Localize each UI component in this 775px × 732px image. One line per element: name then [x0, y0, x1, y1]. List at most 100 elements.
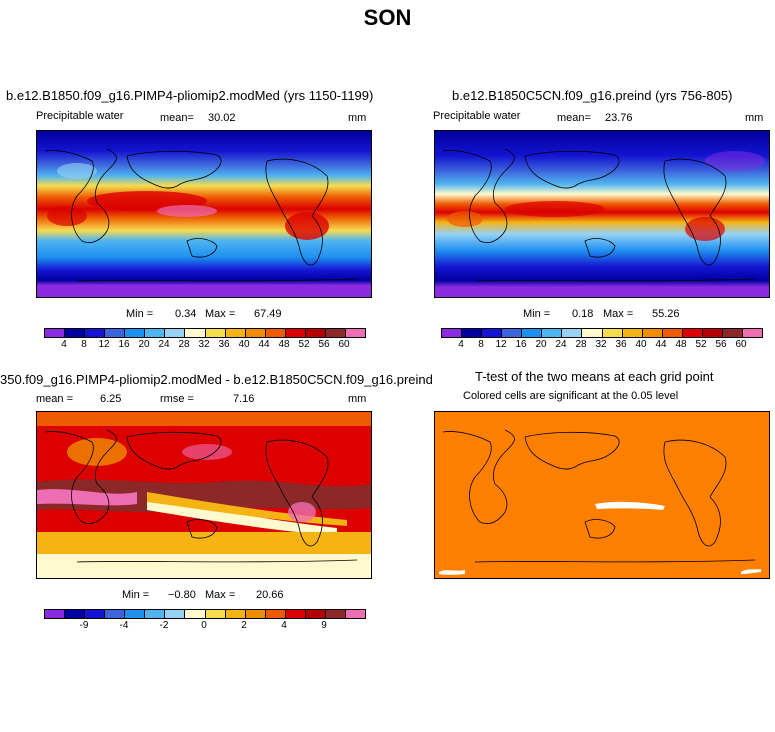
colorbar-swatch: [702, 329, 723, 337]
colorbar-tick-label: 28: [178, 339, 190, 350]
colorbar-swatch: [205, 610, 226, 618]
colorbar-swatch: [602, 329, 623, 337]
colorbar-swatch: [642, 329, 663, 337]
colorbar-tick-label: 40: [238, 339, 250, 350]
colorbar-tick-label: 56: [318, 339, 330, 350]
colorbar-tick-label: 20: [138, 339, 150, 350]
colorbar-tick-label: -2: [159, 620, 169, 631]
panel3-colorbar: [44, 609, 366, 619]
colorbar-tick-label: 48: [278, 339, 290, 350]
colorbar-swatch: [185, 610, 206, 618]
colorbar-swatch: [542, 329, 563, 337]
colorbar-swatch: [145, 329, 166, 337]
colorbar-swatch: [622, 329, 643, 337]
colorbar-tick-label: 20: [535, 339, 547, 350]
panel1-max-value: 67.49: [254, 308, 282, 320]
panel1-field-label: Precipitable water: [36, 110, 124, 122]
colorbar-tick-label: 8: [81, 339, 87, 350]
colorbar-swatch: [145, 610, 166, 618]
panel3-mean-value: 6.25: [100, 393, 122, 405]
colorbar-swatch: [522, 329, 543, 337]
panel2-max-value: 55.26: [652, 308, 680, 320]
panel2-min-label: Min =: [523, 308, 551, 320]
colorbar-tick-label: 24: [158, 339, 170, 350]
colorbar-tick-label: -4: [119, 620, 129, 631]
colorbar-tick-label: 60: [735, 339, 747, 350]
colorbar-tick-label: 16: [118, 339, 130, 350]
panel3-max-label: Max =: [205, 589, 236, 601]
colorbar-swatch: [325, 329, 346, 337]
colorbar-swatch: [125, 329, 146, 337]
colorbar-swatch: [662, 329, 683, 337]
panel2-colorbar-labels: 4 8 12 16 20 24 28 32 36 40 44 48 52 56 60: [441, 339, 761, 351]
colorbar-swatch: [105, 610, 126, 618]
colorbar-swatch: [345, 610, 365, 618]
panel1-max-label: Max =: [205, 308, 236, 320]
panel3-colorbar-labels: -9 -4 -2 0 2 4 9: [44, 620, 364, 632]
panel1-map: [36, 130, 372, 298]
colorbar-swatch: [285, 329, 306, 337]
panel2-units: mm: [745, 112, 764, 124]
colorbar-tick-label: 44: [655, 339, 667, 350]
colorbar-swatch: [442, 329, 463, 337]
panel4-subtitle: Colored cells are significant at the 0.0…: [463, 390, 679, 402]
panel3-rmse-value: 7.16: [233, 393, 255, 405]
panel1-mean-value: 30.02: [208, 112, 236, 124]
colorbar-swatch: [582, 329, 603, 337]
colorbar-swatch: [722, 329, 743, 337]
panel1-colorbar-labels: 4 8 12 16 20 24 28 32 36 40 44 48 52 56 60: [44, 339, 364, 351]
panel3-units: mm: [348, 393, 367, 405]
colorbar-tick-label: 56: [715, 339, 727, 350]
panel3-mean-label: mean =: [36, 393, 73, 405]
colorbar-tick-label: 0: [201, 620, 207, 631]
colorbar-tick-label: 4: [61, 339, 67, 350]
colorbar-swatch: [125, 610, 146, 618]
panel3-title: 350.f09_g16.PIMP4-pliomip2.modMed - b.e1…: [0, 372, 433, 387]
panel1-min-value: 0.34: [175, 308, 197, 320]
colorbar-swatch: [185, 329, 206, 337]
panel2-title: b.e12.B1850C5CN.f09_g16.preind (yrs 756-…: [452, 88, 733, 103]
panel3-map: [36, 411, 372, 579]
colorbar-tick-label: 24: [555, 339, 567, 350]
colorbar-swatch: [562, 329, 583, 337]
colorbar-tick-label: 4: [458, 339, 464, 350]
colorbar-swatch: [165, 329, 186, 337]
colorbar-tick-label: 52: [298, 339, 310, 350]
colorbar-swatch: [165, 610, 186, 618]
colorbar-swatch: [205, 329, 226, 337]
colorbar-tick-label: -9: [79, 620, 89, 631]
colorbar-tick-label: 9: [321, 620, 327, 631]
colorbar-swatch: [482, 329, 503, 337]
panel4-map: [434, 411, 770, 579]
panel2-field-label: Precipitable water: [433, 110, 521, 122]
colorbar-tick-label: 8: [478, 339, 484, 350]
colorbar-tick-label: 2: [241, 620, 247, 631]
colorbar-swatch: [305, 329, 326, 337]
panel2-colorbar: [441, 328, 763, 338]
colorbar-swatch: [245, 329, 266, 337]
colorbar-swatch: [305, 610, 326, 618]
colorbar-tick-label: 32: [595, 339, 607, 350]
colorbar-swatch: [65, 329, 86, 337]
colorbar-swatch: [742, 329, 762, 337]
panel2-min-value: 0.18: [572, 308, 594, 320]
colorbar-tick-label: 44: [258, 339, 270, 350]
colorbar-swatch: [325, 610, 346, 618]
colorbar-swatch: [285, 610, 306, 618]
colorbar-swatch: [265, 329, 286, 337]
colorbar-tick-label: 36: [615, 339, 627, 350]
colorbar-swatch: [225, 329, 246, 337]
colorbar-swatch: [345, 329, 365, 337]
colorbar-tick-label: 12: [495, 339, 507, 350]
colorbar-tick-label: 60: [338, 339, 350, 350]
panel1-mean-label: mean=: [160, 112, 194, 124]
colorbar-tick-label: 32: [198, 339, 210, 350]
panel4-title: T-test of the two means at each grid poi…: [475, 369, 714, 384]
panel3-min-value: −0.80: [168, 589, 196, 601]
colorbar-swatch: [45, 329, 66, 337]
colorbar-tick-label: 48: [675, 339, 687, 350]
colorbar-tick-label: 16: [515, 339, 527, 350]
panel3-rmse-label: rmse =: [160, 393, 194, 405]
colorbar-tick-label: 40: [635, 339, 647, 350]
colorbar-swatch: [85, 610, 106, 618]
